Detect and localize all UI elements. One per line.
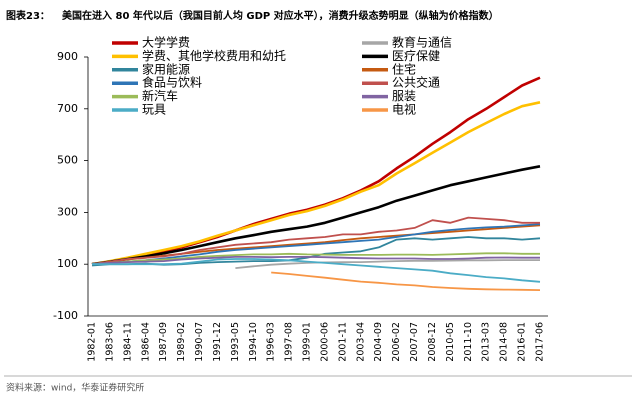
series-line — [91, 223, 541, 266]
legend-label: 学费、其他学校费用和幼托 — [142, 48, 286, 63]
y-tick-label: 900 — [57, 50, 78, 63]
y-tick-label: 700 — [57, 102, 78, 115]
y-tick-label: -100 — [53, 309, 78, 322]
series-line — [92, 258, 541, 283]
x-tick-label: 2006-02 — [391, 322, 402, 362]
x-tick-label: 2014-08 — [499, 322, 510, 362]
x-tick-label: 1987-09 — [158, 322, 169, 362]
x-tick-label: 2007-07 — [409, 322, 420, 362]
x-tick-label: 1997-08 — [284, 322, 295, 362]
series-line — [235, 259, 540, 269]
x-tick-label: 2000-06 — [319, 322, 330, 362]
y-tick-label: 500 — [57, 154, 78, 167]
legend-label: 服装 — [392, 89, 416, 103]
x-tick-label: 2017-06 — [535, 322, 546, 362]
x-tick-label: 1984-11 — [122, 322, 133, 362]
legend-label: 玩具 — [142, 103, 166, 117]
legend-label: 医疗保健 — [392, 49, 440, 63]
chart-label: 图表23： — [6, 9, 50, 22]
series-line — [91, 101, 541, 266]
legend-label: 公共交通 — [392, 75, 440, 90]
source: 资料来源：wind，华泰证券研究所 — [6, 382, 144, 394]
series-line — [91, 216, 540, 266]
x-tick-label: 1986-04 — [140, 322, 151, 362]
x-tick-label: 1996-03 — [266, 322, 277, 362]
x-tick-label: 1983-06 — [104, 322, 115, 362]
x-tick-label: 2001-11 — [337, 322, 348, 362]
x-tick-label: 2003-04 — [355, 322, 366, 362]
x-tick-label: 2011-10 — [463, 322, 474, 362]
series-line — [91, 165, 541, 266]
y-tick-label: 100 — [57, 257, 78, 270]
x-tick-label: 1991-12 — [212, 322, 223, 362]
x-tick-label: 1994-10 — [248, 322, 259, 362]
legend-label: 住宅 — [392, 61, 416, 76]
legend-label: 大学学费 — [142, 35, 190, 50]
x-tick-label: 2010-05 — [445, 322, 456, 362]
series-line — [91, 255, 540, 266]
x-tick-label: 1999-01 — [302, 322, 313, 362]
legend-label: 电视 — [392, 102, 416, 117]
x-tick-label: 2016-01 — [517, 322, 528, 362]
x-tick-label: 2013-03 — [481, 322, 492, 362]
legend-label: 家用能源 — [142, 61, 190, 76]
legend-label: 食品与饮料 — [142, 75, 202, 90]
legend-label: 教育与通信 — [392, 35, 452, 50]
y-tick-label: 300 — [57, 205, 78, 218]
chart-title: 美国在进入 80 年代以后（我国目前人均 GDP 对应水平），消费升级态势明显（… — [62, 9, 499, 22]
x-tick-label: 2004-09 — [373, 322, 384, 362]
x-tick-label: 1990-07 — [194, 322, 205, 362]
x-tick-label: 1993-05 — [230, 322, 241, 362]
x-tick-label: 2008-12 — [427, 322, 438, 362]
x-tick-label: 1989-02 — [176, 322, 187, 362]
series-line — [91, 252, 540, 266]
x-tick-label: 1982-01 — [87, 322, 98, 362]
legend-label: 新汽车 — [142, 88, 178, 103]
series-line — [271, 271, 541, 291]
